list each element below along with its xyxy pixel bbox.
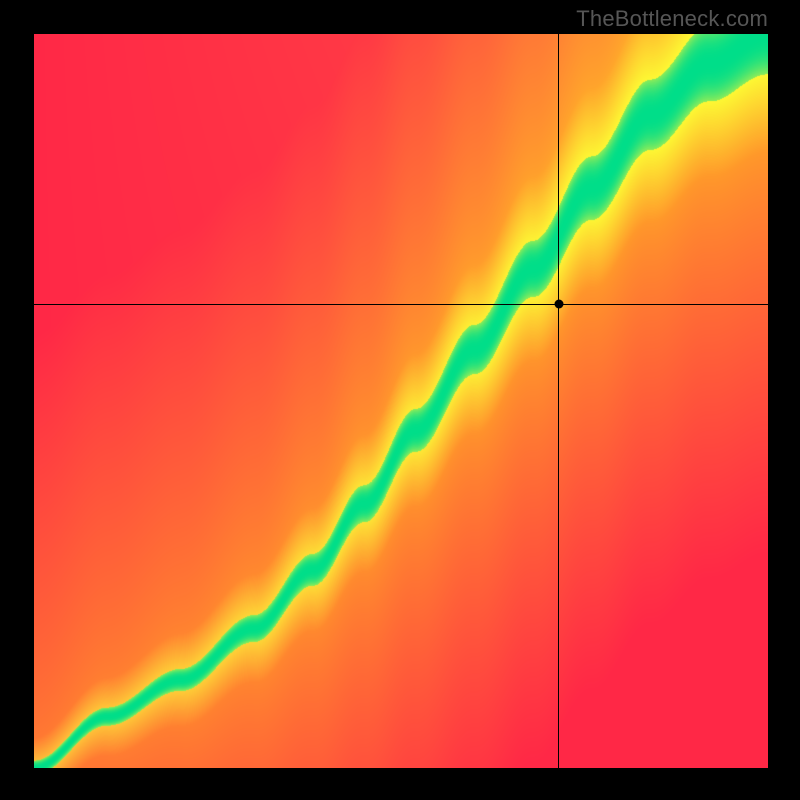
plot-area [34,34,768,768]
chart-container: TheBottleneck.com [0,0,800,800]
heatmap-canvas [34,34,768,768]
watermark-text: TheBottleneck.com [576,6,768,32]
crosshair-marker [554,300,563,309]
crosshair-vertical [558,34,559,768]
crosshair-horizontal [34,304,768,305]
